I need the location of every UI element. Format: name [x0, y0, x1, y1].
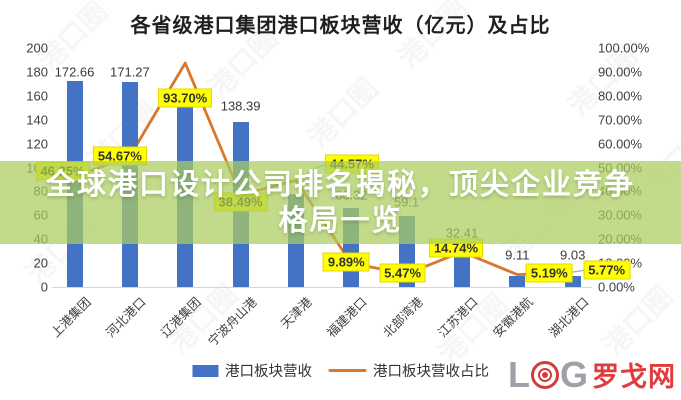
chart-legend: 港口板块营收 港口板块营收占比: [192, 360, 489, 381]
right-axis-tick: 60.00%: [598, 136, 643, 152]
left-axis-tick: 20: [33, 255, 48, 271]
right-axis-tick: 0.00%: [598, 279, 635, 295]
left-axis-tick: 160: [26, 88, 48, 104]
logclub-logo: L G 罗戈网: [508, 355, 676, 394]
left-axis-tick: 140: [26, 112, 48, 128]
right-axis-tick: 70.00%: [598, 112, 643, 128]
left-axis-tick: 0: [40, 279, 48, 295]
legend-item-ratio: 港口板块营收占比: [328, 360, 489, 381]
bar-value-label: 172.66: [54, 64, 95, 80]
headline-banner: 全球港口设计公司排名揭秘，顶尖企业竞争 格局一览: [0, 161, 681, 244]
bar: [454, 248, 470, 287]
bar-value-label: 171.27: [110, 64, 150, 80]
legend-line-swatch-icon: [328, 369, 366, 372]
logo-letter-l: L: [507, 353, 530, 395]
legend-item-revenue: 港口板块营收: [192, 360, 312, 381]
target-rings-icon: [530, 360, 559, 389]
bar-value-label: 9.11: [505, 247, 530, 263]
legend-bar-label: 港口板块营收: [225, 364, 312, 380]
ratio-value-label: 9.89%: [322, 252, 370, 272]
ratio-value-label: 5.19%: [525, 263, 573, 283]
legend-bar-swatch-icon: [192, 364, 218, 377]
ratio-value-label: 5.77%: [583, 260, 631, 280]
right-axis-tick: 90.00%: [598, 64, 643, 80]
headline-line2: 格局一览: [278, 204, 403, 237]
ratio-value-label: 93.70%: [158, 88, 213, 108]
bar-value-label: 9.03: [560, 247, 586, 263]
right-axis-tick: 100.00%: [598, 40, 650, 56]
right-axis-tick: 80.00%: [598, 88, 643, 104]
headline-line1: 全球港口设计公司排名揭秘，顶尖企业竞争: [45, 168, 635, 201]
chart-title: 各省级港口集团港口板块营收（亿元）及占比: [130, 15, 551, 37]
logo-brand-text: 罗戈网: [592, 362, 676, 392]
left-axis-tick: 180: [26, 64, 48, 80]
bar-value-label: 138.39: [220, 98, 261, 114]
watermark: 港口圈: [302, 72, 384, 154]
ratio-value-label: 5.47%: [379, 263, 427, 283]
category-label: 上港集团: [47, 294, 94, 341]
target-ring: [537, 367, 552, 382]
x-axis-line: [52, 287, 592, 288]
left-axis-tick: 120: [26, 136, 48, 152]
left-axis-tick: 200: [26, 40, 48, 56]
legend-line-label: 港口板块营收占比: [373, 364, 489, 380]
target-dot: [541, 371, 548, 378]
logo-letter-g: G: [559, 353, 588, 395]
bar: [509, 276, 526, 287]
